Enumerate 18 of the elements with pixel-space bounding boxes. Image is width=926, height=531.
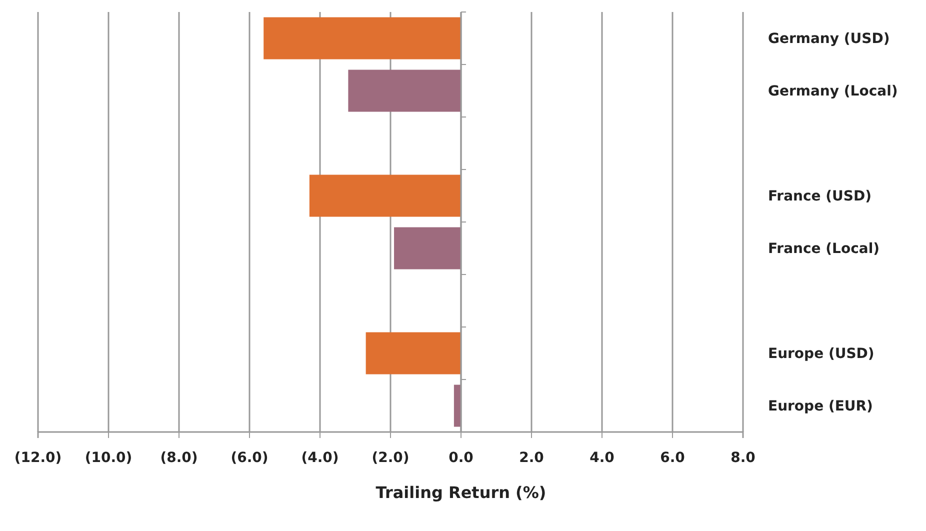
x-tick-label: (2.0): [372, 450, 410, 466]
y-tick-label: Germany (Local): [768, 84, 898, 100]
x-axis-title: Trailing Return (%): [376, 483, 546, 502]
x-tick-label: (10.0): [84, 450, 132, 466]
y-tick-label: France (Local): [768, 241, 880, 258]
x-tick-label: 8.0: [730, 450, 756, 466]
x-tick-label: (4.0): [301, 450, 339, 466]
x-tick-label: (8.0): [160, 450, 198, 466]
x-tick-label: 2.0: [519, 450, 544, 466]
x-tick-label: 4.0: [590, 450, 615, 466]
x-tick-label: (6.0): [230, 450, 268, 466]
y-tick-label: France (USD): [768, 188, 872, 205]
y-tick-label: Germany (USD): [768, 31, 890, 48]
x-tick-label: (12.0): [14, 450, 62, 466]
x-tick-label: 6.0: [660, 450, 686, 466]
y-tick-label: Europe (USD): [768, 346, 874, 362]
y-tick-label: Europe (EUR): [768, 398, 873, 415]
x-tick-label: 0.0: [448, 450, 474, 466]
